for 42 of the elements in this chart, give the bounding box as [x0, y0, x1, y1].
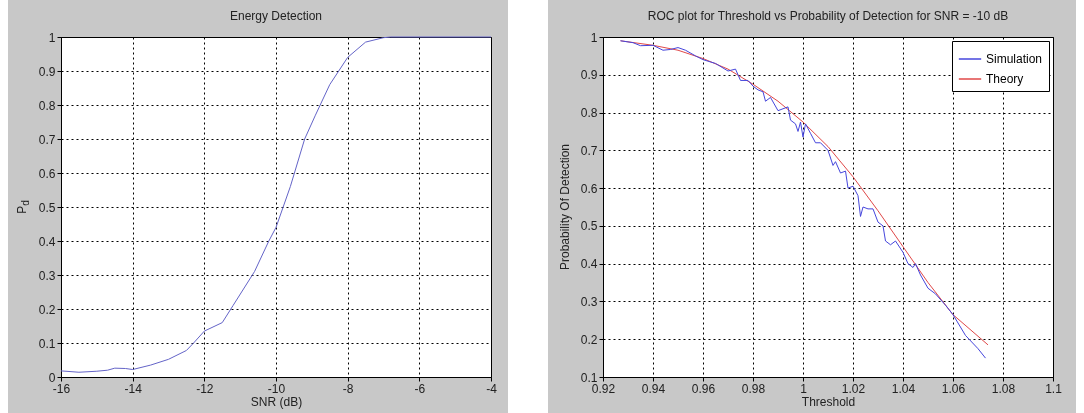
chart-title: ROC plot for Threshold vs Probability of Detection for SNR = -10 dB: [647, 9, 1009, 23]
y-tick-label: 1: [590, 30, 598, 45]
x-tick-label: -4: [486, 381, 498, 396]
y-tick-label: 0.6: [580, 181, 598, 196]
y-tick-label: 0.9: [580, 68, 598, 83]
y-tick-label: 0.7: [580, 143, 598, 158]
line-series: [60, 36, 492, 373]
legend-label: Theory: [986, 72, 1024, 86]
x-tick-label: 1: [800, 381, 808, 396]
x-tick-label: 1.1: [1045, 381, 1063, 396]
x-axis-title: Threshold: [801, 394, 856, 409]
x-tick-label: 1.06: [941, 381, 966, 396]
x-tick-label: -14: [124, 381, 143, 396]
y-tick-label: 0.4: [38, 234, 56, 249]
y-tick-label: 0.7: [38, 132, 56, 147]
y-tick-label: 0.4: [580, 257, 598, 272]
y-axis-title: Probability Of Detection: [558, 143, 572, 271]
y-tick-label: 0.5: [38, 200, 56, 215]
x-tick-label: -10: [267, 381, 286, 396]
x-tick-label: 1.04: [891, 381, 916, 396]
chart-title: Energy Detection: [229, 9, 323, 23]
y-tick-label: 0.8: [580, 106, 598, 121]
x-tick-label: 1.02: [841, 381, 866, 396]
y-tick-label: 0.9: [38, 64, 56, 79]
x-tick-label: 0.94: [641, 381, 666, 396]
y-tick-label: 0.6: [38, 166, 56, 181]
x-axis-title: SNR (dB): [250, 394, 303, 409]
y-tick-label: 0.3: [580, 294, 598, 309]
y-tick-label: 1: [48, 30, 56, 45]
x-tick-label: -6: [414, 381, 426, 396]
y-tick-label: 0.8: [38, 98, 56, 113]
y-tick-label: 0.3: [38, 268, 56, 283]
x-tick-label: -8: [342, 381, 354, 396]
x-tick-label: 0.98: [741, 381, 766, 396]
x-tick-label: 0.96: [691, 381, 716, 396]
y-tick-label: 0.2: [38, 302, 56, 317]
y-tick-label: 0.1: [38, 336, 56, 351]
legend-label: Simulation: [986, 52, 1043, 66]
x-tick-label: -12: [196, 381, 214, 396]
y-tick-label: 0.5: [580, 219, 598, 234]
x-tick-label: 1.08: [991, 381, 1016, 396]
y-tick-label: 0.2: [580, 332, 598, 347]
